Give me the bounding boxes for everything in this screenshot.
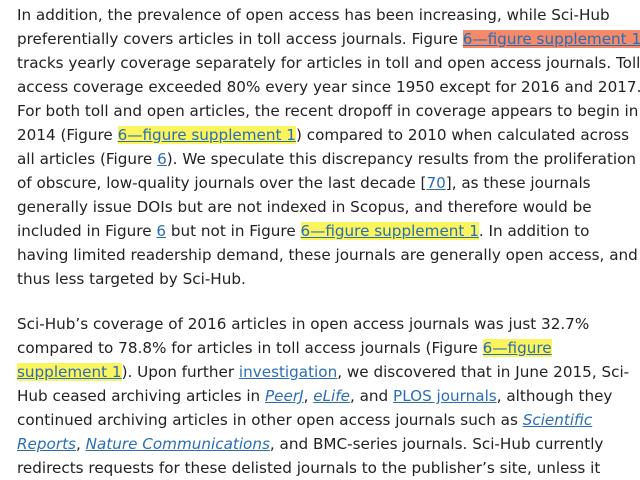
reference-link[interactable]: 70 [426,174,446,192]
scientific-reports-link[interactable]: Scientific [522,411,593,429]
text-line: Hub ceased archiving articles in PeerJ , … [17,384,633,408]
text: . In addition to [478,222,590,240]
text: tracks yearly coverage separately for ar… [17,54,640,72]
figure-link[interactable]: 6 [157,150,167,168]
text-line: access coverage exceeded 80% every year … [17,75,640,99]
text-line: In addition, the prevalence of open acce… [17,3,633,27]
text-line: supplement 1). Upon further investigatio… [17,360,633,384]
text-line: Sci-Hub’s coverage of 2016 articles in o… [17,312,633,336]
text-line: generally issue DOIs but are not indexed… [17,195,633,219]
text: ], as these journals [445,174,591,192]
plos-journals-link[interactable]: PLOS journals [393,387,497,405]
highlight-yellow: supplement 1 [17,363,122,381]
text-line: included in Figure 6 but not in Figure 6… [17,219,633,243]
text: 2014 (Figure [17,126,118,144]
text: redirects requests for these delisted jo… [17,459,601,477]
figure-supplement-link[interactable]: 6—figure supplement 1 [462,30,640,48]
text-line: For both toll and open articles, the rec… [17,99,638,123]
figure-supplement-link[interactable]: supplement 1 [17,363,122,381]
highlight-yellow: 6—figure supplement 1 [300,222,479,240]
text: Sci-Hub’s coverage of 2016 articles in o… [17,315,590,333]
text-line: of obscure, low-quality journals over th… [17,171,633,195]
text-line: continued archiving articles in other op… [17,408,633,432]
text-line: having limited readership demand, these … [17,243,638,267]
text: ). Upon further [121,363,239,381]
figure-supplement-link[interactable]: 6—figure [482,339,552,357]
text: preferentially covers articles in toll a… [17,30,463,48]
text: In addition, the prevalence of open acce… [17,6,610,24]
text-line: 2014 (Figure 6—figure supplement 1) comp… [17,123,633,147]
highlight-yellow: 6—figure [482,339,552,357]
elife-link[interactable]: eLife [313,387,350,405]
text-line: Reports, Nature Communications, and BMC-… [17,432,633,456]
figure-link[interactable]: 6 [156,222,167,240]
text: For both toll and open articles, the rec… [17,102,639,120]
text: thus less targeted by Sci-Hub. [17,270,246,288]
figure-supplement-link[interactable]: 6—figure supplement 1 [300,222,479,240]
text: ). We speculate this discrepancy results… [166,150,637,168]
text: having limited readership demand, these … [17,246,638,264]
text: of obscure, low-quality journals over th… [17,174,427,192]
text-line: compared to 78.8% for articles in toll a… [17,336,633,360]
text: Hub ceased archiving articles in [17,387,266,405]
text-line: redirects requests for these delisted jo… [17,456,633,480]
text: all articles (Figure [17,150,158,168]
text: generally issue DOIs but are not indexed… [17,198,592,216]
text: , and [349,387,394,405]
nature-communications-link[interactable]: Nature Communications [85,435,270,453]
highlight-yellow: 6—figure supplement 1 [117,126,296,144]
scientific-reports-link[interactable]: Reports [17,435,76,453]
text: continued archiving articles in other op… [17,411,523,429]
text: , [75,435,86,453]
figure-supplement-link[interactable]: 6—figure supplement 1 [117,126,296,144]
highlight-orange: 6—figure supplement 1 [462,30,640,48]
paragraph-open-access-prevalence: In addition, the prevalence of open acce… [17,3,640,291]
text: , [303,387,314,405]
text: , and BMC-series journals. Sci-Hub curre… [269,435,604,453]
text: but not in Figure [166,222,301,240]
investigation-link[interactable]: investigation [238,363,338,381]
text: , although they [496,387,613,405]
peerj-link[interactable]: PeerJ [265,387,304,405]
text: ) compared to 2010 when calculated acros… [295,126,630,144]
text: , we discovered that in June 2015, Sci- [337,363,630,381]
text: access coverage exceeded 80% every year … [17,78,640,96]
paragraph-2016-coverage: Sci-Hub’s coverage of 2016 articles in o… [17,312,633,480]
text-line: tracks yearly coverage separately for ar… [17,51,640,75]
text: included in Figure [17,222,157,240]
text-line: all articles (Figure 6). We speculate th… [17,147,637,171]
text-line: preferentially covers articles in toll a… [17,27,640,51]
text: compared to 78.8% for articles in toll a… [17,339,483,357]
text-line: thus less targeted by Sci-Hub. [17,267,633,291]
